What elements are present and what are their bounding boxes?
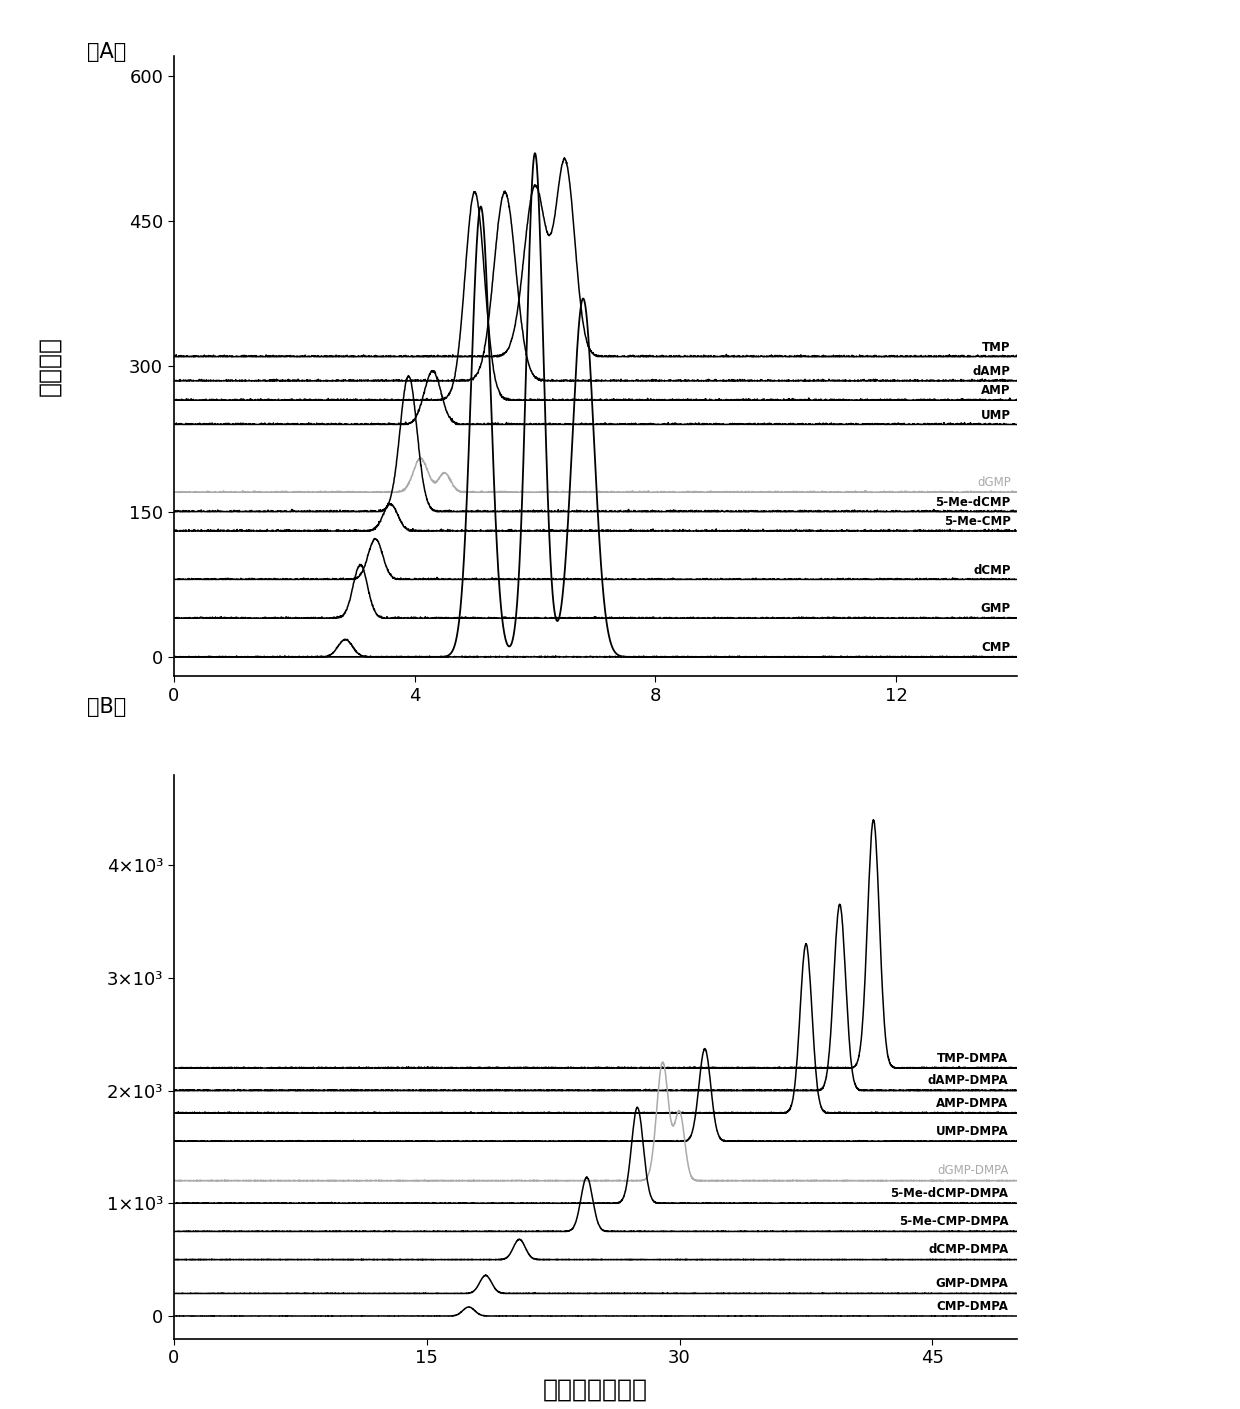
Text: 5-Me-CMP: 5-Me-CMP (944, 516, 1011, 528)
Text: 信号响应: 信号响应 (37, 337, 62, 396)
Text: CMP: CMP (982, 641, 1011, 654)
Text: GMP-DMPA: GMP-DMPA (935, 1277, 1008, 1291)
Text: （A）: （A） (87, 42, 126, 62)
Text: TMP: TMP (982, 341, 1011, 354)
Text: CMP-DMPA: CMP-DMPA (936, 1299, 1008, 1313)
Text: dGMP-DMPA: dGMP-DMPA (937, 1164, 1008, 1178)
Text: 5-Me-dCMP-DMPA: 5-Me-dCMP-DMPA (890, 1186, 1008, 1200)
Text: TMP-DMPA: TMP-DMPA (937, 1051, 1008, 1065)
Text: AMP: AMP (981, 385, 1011, 397)
Text: dAMP: dAMP (973, 365, 1011, 378)
Text: （B）: （B） (87, 697, 126, 717)
Text: 5-Me-CMP-DMPA: 5-Me-CMP-DMPA (899, 1215, 1008, 1229)
X-axis label: 保留时间（分）: 保留时间（分） (543, 1378, 647, 1402)
Text: dCMP-DMPA: dCMP-DMPA (928, 1243, 1008, 1257)
Text: dGMP: dGMP (977, 476, 1011, 489)
Text: dCMP: dCMP (973, 564, 1011, 576)
Text: UMP-DMPA: UMP-DMPA (936, 1124, 1008, 1138)
Text: dAMP-DMPA: dAMP-DMPA (928, 1074, 1008, 1088)
Text: UMP: UMP (981, 409, 1011, 421)
Text: AMP-DMPA: AMP-DMPA (936, 1096, 1008, 1110)
Text: GMP: GMP (981, 602, 1011, 616)
Text: 5-Me-dCMP: 5-Me-dCMP (935, 496, 1011, 509)
